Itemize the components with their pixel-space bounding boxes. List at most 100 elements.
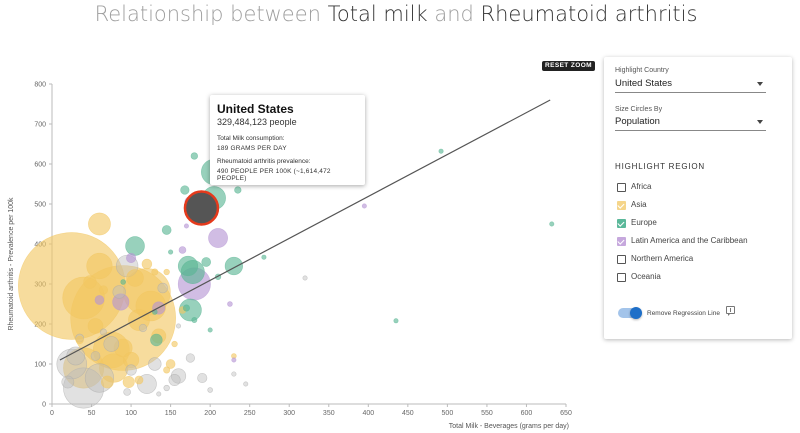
data-point-asia[interactable] bbox=[165, 359, 176, 369]
data-point-other[interactable] bbox=[176, 323, 182, 329]
region-checkbox[interactable] bbox=[617, 201, 626, 210]
data-point-europe[interactable] bbox=[224, 256, 243, 276]
data-point-other[interactable] bbox=[66, 346, 86, 366]
region-item-latin-america-and-the-caribbean[interactable]: Latin America and the Caribbean bbox=[617, 235, 777, 249]
region-heading: HIGHLIGHT REGION bbox=[615, 162, 705, 171]
highlighted-country-point[interactable] bbox=[183, 190, 220, 226]
region-item-europe[interactable]: Europe bbox=[617, 217, 777, 231]
data-point-latin[interactable] bbox=[94, 295, 105, 305]
regression-line-group bbox=[59, 99, 551, 361]
data-point-europe[interactable] bbox=[161, 225, 172, 235]
scatter-chart[interactable]: 0100200300400500600700800050100150200250… bbox=[0, 0, 600, 433]
data-point-other[interactable] bbox=[156, 391, 162, 397]
region-item-africa[interactable]: Africa bbox=[617, 181, 777, 195]
data-point-asia[interactable] bbox=[87, 318, 104, 334]
region-item-asia[interactable]: Asia bbox=[617, 199, 777, 213]
data-point-asia[interactable] bbox=[83, 275, 97, 289]
data-point-asia[interactable] bbox=[62, 276, 105, 320]
data-point-asia[interactable] bbox=[122, 351, 140, 369]
data-point-other[interactable] bbox=[148, 357, 162, 371]
reset-zoom-button[interactable]: RESET ZOOM bbox=[542, 61, 595, 71]
data-point-other[interactable] bbox=[112, 285, 126, 299]
data-point-other[interactable] bbox=[123, 388, 131, 396]
x-tick-label: 500 bbox=[442, 410, 454, 417]
data-point-other[interactable] bbox=[231, 371, 237, 377]
data-point-other[interactable] bbox=[197, 372, 208, 384]
data-point-other[interactable] bbox=[243, 381, 249, 387]
data-point-asia[interactable] bbox=[134, 375, 144, 385]
data-point-latin[interactable] bbox=[178, 246, 187, 254]
data-point-latin[interactable] bbox=[183, 223, 189, 229]
region-checkbox[interactable] bbox=[617, 237, 626, 246]
data-point-other[interactable] bbox=[207, 387, 213, 393]
data-point-asia[interactable] bbox=[98, 285, 108, 295]
y-tick-label: 700 bbox=[34, 122, 46, 129]
chart-points[interactable] bbox=[18, 148, 555, 409]
highlighted-point-group[interactable] bbox=[183, 190, 220, 226]
data-point-asia[interactable] bbox=[86, 252, 113, 280]
data-point-europe[interactable] bbox=[207, 327, 213, 333]
data-point-asia[interactable] bbox=[163, 268, 170, 276]
data-point-asia[interactable] bbox=[171, 340, 178, 348]
data-point-other[interactable] bbox=[63, 367, 105, 409]
data-point-europe[interactable] bbox=[190, 152, 198, 160]
data-point-europe[interactable] bbox=[168, 249, 174, 255]
data-point-asia[interactable] bbox=[126, 269, 144, 287]
data-point-other[interactable] bbox=[138, 323, 148, 333]
x-tick-label: 550 bbox=[481, 410, 493, 417]
data-point-europe[interactable] bbox=[177, 255, 199, 277]
regression-toggle[interactable] bbox=[618, 307, 642, 319]
data-point-other[interactable] bbox=[157, 282, 168, 294]
data-point-europe[interactable] bbox=[191, 317, 198, 323]
data-point-other[interactable] bbox=[61, 375, 75, 389]
data-point-asia[interactable] bbox=[88, 212, 111, 236]
data-point-asia[interactable] bbox=[100, 375, 114, 389]
data-point-latin[interactable] bbox=[126, 252, 137, 264]
data-point-europe[interactable] bbox=[549, 221, 555, 227]
region-label: Africa bbox=[631, 182, 652, 191]
data-point-asia[interactable] bbox=[141, 258, 153, 270]
data-point-europe[interactable] bbox=[201, 257, 212, 267]
data-point-asia[interactable] bbox=[122, 375, 135, 389]
highlight-country-select[interactable]: United States bbox=[615, 77, 766, 93]
data-point-europe[interactable] bbox=[438, 148, 444, 154]
tooltip-population: 329,484,123 people bbox=[217, 117, 297, 127]
data-point-europe[interactable] bbox=[150, 333, 163, 347]
data-point-europe[interactable] bbox=[261, 254, 267, 260]
data-point-europe[interactable] bbox=[125, 236, 145, 256]
x-tick-label: 600 bbox=[521, 410, 533, 417]
data-point-other[interactable] bbox=[99, 328, 107, 336]
region-checkbox[interactable] bbox=[617, 273, 626, 282]
data-point-other[interactable] bbox=[103, 336, 120, 352]
x-tick-label: 300 bbox=[283, 410, 295, 417]
data-point-other[interactable] bbox=[90, 351, 101, 361]
data-point-other[interactable] bbox=[125, 364, 137, 376]
data-point-europe[interactable] bbox=[182, 304, 190, 312]
region-checkbox[interactable] bbox=[617, 219, 626, 228]
data-point-other[interactable] bbox=[302, 275, 308, 281]
data-point-latin[interactable] bbox=[227, 301, 233, 307]
data-point-other[interactable] bbox=[168, 373, 181, 387]
data-point-latin[interactable] bbox=[231, 357, 237, 363]
data-point-other[interactable] bbox=[163, 384, 170, 392]
data-point-asia[interactable] bbox=[163, 366, 171, 374]
regression-toggle-label: Remove Regression Line bbox=[647, 310, 720, 317]
region-checkbox[interactable] bbox=[617, 183, 626, 192]
data-point-asia[interactable] bbox=[75, 335, 84, 345]
region-item-northern-america[interactable]: Northern America bbox=[617, 253, 777, 267]
data-point-europe[interactable] bbox=[120, 279, 126, 285]
data-point-latin[interactable] bbox=[361, 203, 367, 209]
data-point-europe[interactable] bbox=[234, 186, 242, 194]
comment-icon[interactable] bbox=[726, 306, 735, 316]
size-circles-select[interactable]: Population bbox=[615, 115, 766, 131]
data-point-latin[interactable] bbox=[208, 228, 228, 248]
data-point-asia[interactable] bbox=[151, 268, 159, 276]
title-var2: Rheumatoid arthritis bbox=[480, 2, 698, 26]
region-checkbox[interactable] bbox=[617, 255, 626, 264]
data-point-europe[interactable] bbox=[180, 185, 190, 195]
data-point-europe[interactable] bbox=[393, 318, 399, 324]
data-point-other[interactable] bbox=[185, 353, 195, 363]
region-item-oceania[interactable]: Oceania bbox=[617, 271, 777, 285]
country-tooltip: United States 329,484,123 people Total M… bbox=[210, 95, 365, 185]
region-label: Europe bbox=[631, 218, 657, 227]
